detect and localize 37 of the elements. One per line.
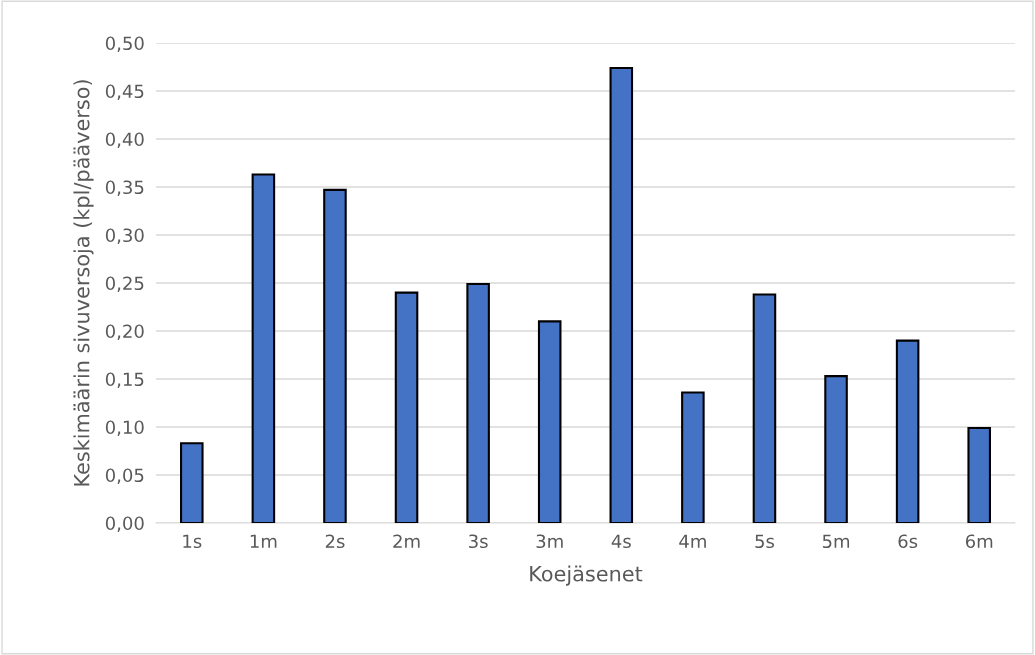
bar	[466, 282, 490, 523]
x-tick-label: 1m	[250, 534, 277, 548]
x-tick-label: 1s	[183, 534, 202, 549]
x-tick-label: 5m	[822, 534, 850, 549]
bar	[681, 391, 705, 523]
y-tick-label: 0,20	[105, 324, 144, 340]
bar	[180, 442, 204, 523]
y-tick-label: 0,30	[105, 228, 144, 244]
y-tick-label: 0,25	[105, 276, 144, 292]
x-tick-label: 2m	[393, 534, 420, 548]
y-tick-label: 0,10	[105, 420, 144, 436]
x-tick-label: 2s	[325, 534, 345, 549]
bar	[824, 375, 848, 523]
bar	[752, 293, 777, 523]
y-tick-label: 0,05	[105, 468, 144, 484]
y-axis-title: Keskimäärin sivuversoja (kpl/pääverso)	[73, 80, 94, 486]
y-tick-label: 0,45	[105, 84, 144, 100]
bar	[895, 339, 920, 523]
bar	[394, 291, 419, 523]
x-tick-label: 4s	[611, 534, 631, 549]
x-tick-label: 6m	[965, 534, 993, 549]
y-tick-label: 0,15	[105, 372, 144, 388]
x-tick-label: 4m	[679, 534, 706, 548]
y-tick-label: 0,00	[105, 516, 144, 532]
bar	[251, 173, 276, 523]
x-tick-label: 3s	[469, 534, 488, 549]
y-tick-label: 0,50	[105, 36, 144, 52]
x-tick-label: 3m	[536, 534, 563, 549]
x-tick-label: 5s	[755, 534, 775, 549]
bar	[537, 320, 562, 523]
bar	[967, 426, 991, 523]
bar	[609, 66, 634, 523]
x-tick-label: 6s	[898, 534, 918, 549]
bar	[323, 188, 347, 523]
x-axis-title: Koejäsenet	[530, 565, 643, 586]
y-tick-label: 0,40	[105, 132, 144, 148]
y-tick-label: 0,35	[105, 180, 144, 196]
